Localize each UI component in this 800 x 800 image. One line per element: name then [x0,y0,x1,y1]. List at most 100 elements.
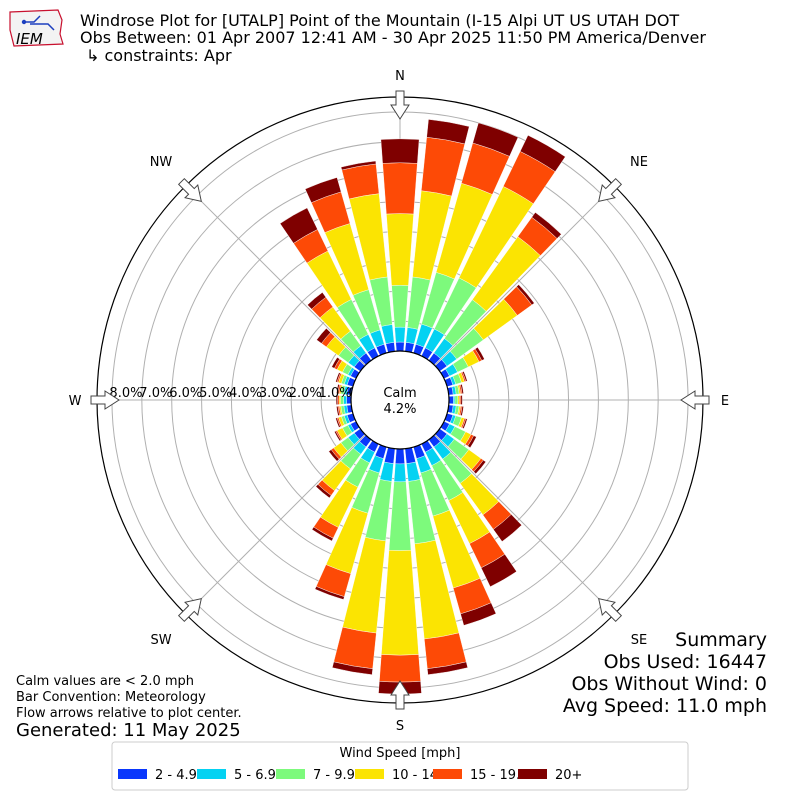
bar-250-bin-5 [335,417,341,428]
direction-label-se: SE [631,633,647,648]
arrow-shape-w [90,390,120,410]
direction-arrow-sw-icon [177,598,202,623]
bar-200-bin-5 [314,586,345,600]
arrow-shape-ne [598,177,623,202]
bar-190-bin-1 [379,461,394,482]
calm-value: 4.2% [383,402,416,417]
direction-arrow-nw-icon [177,177,202,202]
bar-40-bin-5 [531,212,562,239]
bar-60-bin-5 [474,346,485,361]
direction-label-s: S [396,719,404,734]
legend-label-0: 2 - 4.9 [155,768,197,783]
logo-dot-icon [21,19,27,25]
title-line-1: Windrose Plot for [UTALP] Point of the M… [80,11,679,30]
direction-label-n: N [395,69,405,84]
legend-swatch-4 [433,769,462,779]
bar-310-bin-5 [316,328,331,344]
radial-tick-2: 2.0% [289,386,322,401]
bar-170-bin-5 [427,661,468,675]
speed-legend: Wind Speed [mph] 2 - 4.9 5 - 6.9 7 - 9.9 10… [111,741,689,791]
direction-markers: N NE E SE S SW W NW [69,69,730,734]
bar-330-bin-5 [279,207,318,244]
bar-10-bin-4 [421,136,466,197]
bar-80-bin-5 [460,384,464,394]
bar-260-bin-5 [336,406,340,416]
bar-180-bin-3 [381,549,419,656]
calm-disc [350,350,450,450]
radial-tick-3: 3.0% [259,386,292,401]
direction-arrow-w-icon [90,390,120,410]
grid-spoke-45 [434,185,615,366]
bar-350-bin-5 [340,160,377,171]
bar-230-bin-5 [328,449,340,462]
summary-title: Summary [675,629,767,651]
bar-100-bin-5 [460,406,464,416]
direction-label-e: E [721,394,729,409]
radial-tick-5: 5.0% [199,386,232,401]
logo-text: IEM [16,30,43,48]
grid-spoke-225 [185,434,366,615]
bar-30-bin-5 [519,135,566,172]
calm-circle: Calm 4.2% [350,350,450,450]
title-line-2: Obs Between: 01 Apr 2007 12:41 AM - 30 A… [80,28,706,47]
bar-190-bin-4 [333,626,377,669]
radial-tick-8: 8.0% [109,386,142,401]
grid-spoke-135 [434,434,615,615]
bar-170-bin-1 [406,461,421,482]
radial-tick-7: 7.0% [139,386,172,401]
legend-title: Wind Speed [mph] [340,746,461,761]
bar-0-bin-5 [380,138,420,164]
grid-spoke-315 [185,185,366,366]
bar-0-bin-1 [394,326,406,343]
direction-label-ne: NE [630,155,648,170]
bar-50-bin-5 [516,284,535,306]
bar-220-bin-5 [315,484,332,499]
summary-avg-speed: Avg Speed: 11.0 mph [563,695,767,717]
summary-obs-used: Obs Used: 16447 [604,651,767,673]
direction-label-nw: NW [150,155,173,170]
legend-label-4: 15 - 19.9 [470,768,528,783]
legend-label-5: 20+ [555,768,582,783]
note-calm: Calm values are < 2.0 mph [16,674,194,689]
arrow-shape-e [680,390,710,410]
direction-arrow-n-icon [390,90,410,120]
iem-logo: IEM [9,9,64,48]
bar-140-bin-5 [493,514,522,542]
bar-180-bin-2 [388,481,412,551]
legend-label-1: 5 - 6.9 [234,768,276,783]
bar-20-bin-5 [472,122,519,157]
legend-swatch-0 [118,769,147,779]
bar-180-bin-1 [393,463,407,483]
note-flow-arrows: Flow arrows relative to plot center. [16,706,242,721]
direction-arrow-ne-icon [598,177,623,202]
direction-label-sw: SW [150,633,171,648]
bar-90-bin-2 [454,395,459,405]
bar-150-bin-5 [480,553,517,587]
bar-70-bin-5 [462,371,468,382]
bar-0-bin-2 [391,285,409,328]
iowa-outline-icon [9,9,64,47]
bar-10-bin-1 [405,327,419,345]
bar-160-bin-5 [460,602,497,626]
bar-210-bin-5 [311,526,334,542]
radial-tick-1: 1.0% [319,386,352,401]
radial-tick-4: 4.0% [229,386,262,401]
bar-120-bin-5 [467,435,477,448]
bar-10-bin-5 [426,119,470,145]
direction-arrow-e-icon [680,390,710,410]
legend-label-2: 7 - 9.9 [313,768,355,783]
bar-90-bin-5 [460,395,463,405]
direction-label-w: W [69,394,82,409]
bar-0-bin-0 [395,341,405,352]
summary-obs-without-wind: Obs Without Wind: 0 [571,673,767,695]
bar-300-bin-5 [331,357,340,369]
radial-tick-6: 6.0% [169,386,202,401]
arrow-shape-se [598,598,623,623]
bar-290-bin-5 [335,372,341,383]
legend-items: 2 - 4.9 5 - 6.9 7 - 9.9 10 - 14.9 15 - 19.9 2… [118,768,582,783]
title-line-3: ↳ constraints: Apr [86,46,232,65]
generated-date: Generated: 11 May 2025 [16,720,241,741]
legend-swatch-5 [518,769,547,779]
direction-arrow-s-icon [390,680,410,710]
